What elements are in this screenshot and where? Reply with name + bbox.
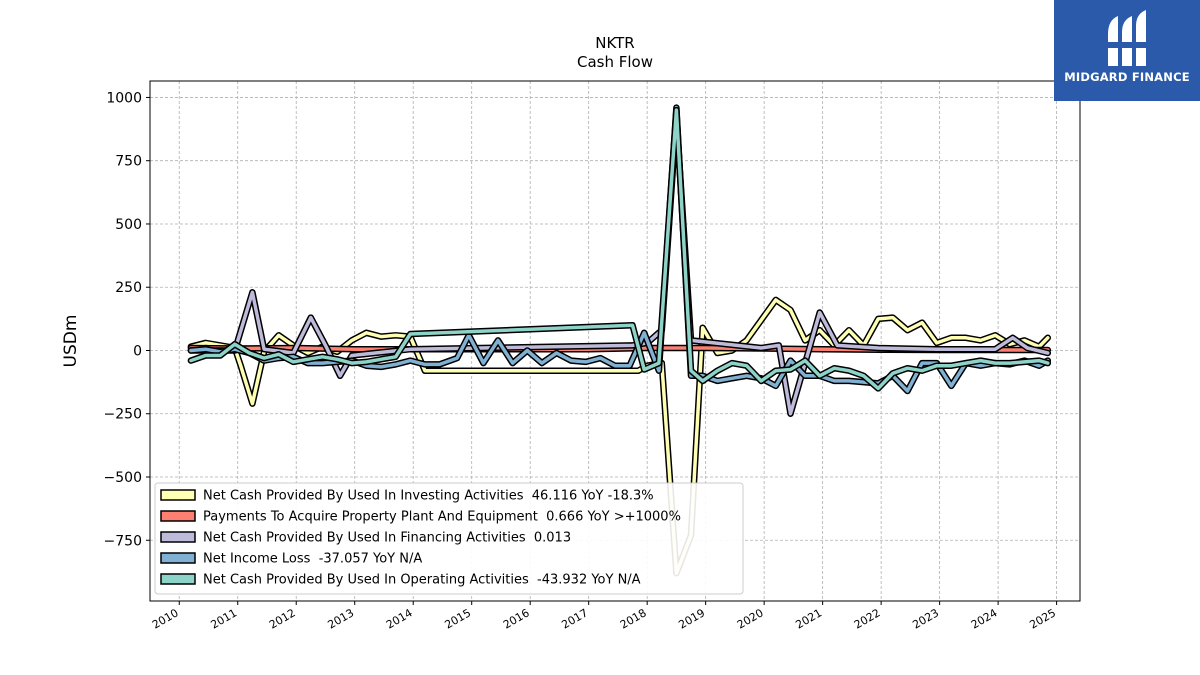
x-tick-label: 2025 bbox=[1027, 606, 1058, 631]
plot-frame bbox=[149, 80, 1081, 602]
y-tick-label: 1000 bbox=[106, 90, 142, 106]
brand-logo: MIDGARD FINANCE bbox=[1054, 0, 1200, 101]
legend-box bbox=[154, 482, 744, 595]
legend-swatch bbox=[160, 510, 196, 522]
y-tick-label: 750 bbox=[115, 154, 142, 170]
legend-series-name: Net Cash Provided By Used In Investing A… bbox=[203, 489, 524, 504]
y-tick-label: 500 bbox=[115, 217, 142, 233]
legend-swatch bbox=[160, 531, 196, 543]
logo-mark-icon bbox=[1106, 10, 1148, 66]
chart-subtitle: Cash Flow bbox=[577, 53, 653, 71]
x-tick-label: 2019 bbox=[676, 606, 707, 631]
series-lines bbox=[187, 104, 1052, 577]
legend-series-stats: 0.013 bbox=[526, 531, 571, 546]
legend-item: Net Cash Provided By Used In Operating A… bbox=[160, 573, 641, 588]
x-tick-label: 2020 bbox=[735, 606, 766, 631]
y-tick-label: −250 bbox=[104, 407, 142, 423]
legend-label: Payments To Acquire Property Plant And E… bbox=[203, 510, 681, 525]
y-axis-label: USDm bbox=[61, 315, 81, 368]
x-tick-label: 2024 bbox=[969, 606, 1000, 631]
x-tick-label: 2010 bbox=[150, 606, 181, 631]
legend-swatch bbox=[160, 489, 196, 501]
x-tick-label: 2015 bbox=[442, 606, 473, 631]
x-tick-label: 2023 bbox=[910, 606, 941, 631]
chart-title: NKTR bbox=[595, 34, 634, 52]
y-tick-label: 250 bbox=[115, 280, 142, 296]
legend-series-name: Net Income Loss bbox=[203, 552, 311, 567]
legend-series-stats: -43.932 YoY N/A bbox=[529, 573, 641, 588]
x-tick-label: 2012 bbox=[267, 606, 298, 631]
legend-swatch bbox=[160, 573, 196, 585]
legend-swatch bbox=[160, 552, 196, 564]
legend-series-name: Payments To Acquire Property Plant And E… bbox=[203, 510, 538, 525]
x-tick-label: 2016 bbox=[501, 606, 532, 631]
legend-item: Net Cash Provided By Used In Financing A… bbox=[160, 531, 571, 546]
legend-series-stats: 0.666 YoY >+1000% bbox=[538, 510, 681, 525]
x-tick-label: 2014 bbox=[384, 606, 415, 631]
legend-item: Payments To Acquire Property Plant And E… bbox=[160, 510, 681, 525]
x-tick-label: 2018 bbox=[618, 606, 649, 631]
x-tick-label: 2021 bbox=[793, 606, 824, 631]
y-tick-label: −500 bbox=[104, 470, 142, 486]
legend-series-stats: -37.057 YoY N/A bbox=[310, 552, 422, 567]
legend-item: Net Income Loss -37.057 YoY N/A bbox=[160, 552, 422, 567]
x-tick-label: 2022 bbox=[852, 606, 883, 631]
legend-item: Net Cash Provided By Used In Investing A… bbox=[160, 489, 654, 504]
legend-label: Net Cash Provided By Used In Operating A… bbox=[203, 573, 641, 588]
series-line-4 bbox=[187, 106, 1052, 392]
legend-series-stats: 46.116 YoY -18.3% bbox=[524, 489, 654, 504]
legend-label: Net Cash Provided By Used In Investing A… bbox=[203, 489, 654, 504]
x-tick-label: 2017 bbox=[559, 606, 590, 631]
series-stroke bbox=[189, 108, 1050, 391]
legend: Net Cash Provided By Used In Investing A… bbox=[154, 482, 744, 595]
x-tick-label: 2013 bbox=[325, 606, 356, 631]
logo-text: MIDGARD FINANCE bbox=[1064, 70, 1190, 84]
y-tick-label: 0 bbox=[133, 343, 142, 359]
x-tick-label: 2011 bbox=[208, 606, 239, 631]
legend-series-name: Net Cash Provided By Used In Financing A… bbox=[203, 531, 526, 546]
legend-label: Net Income Loss -37.057 YoY N/A bbox=[203, 552, 422, 567]
legend-label: Net Cash Provided By Used In Financing A… bbox=[203, 531, 571, 546]
legend-series-name: Net Cash Provided By Used In Operating A… bbox=[203, 573, 529, 588]
y-tick-label: −750 bbox=[104, 533, 142, 549]
